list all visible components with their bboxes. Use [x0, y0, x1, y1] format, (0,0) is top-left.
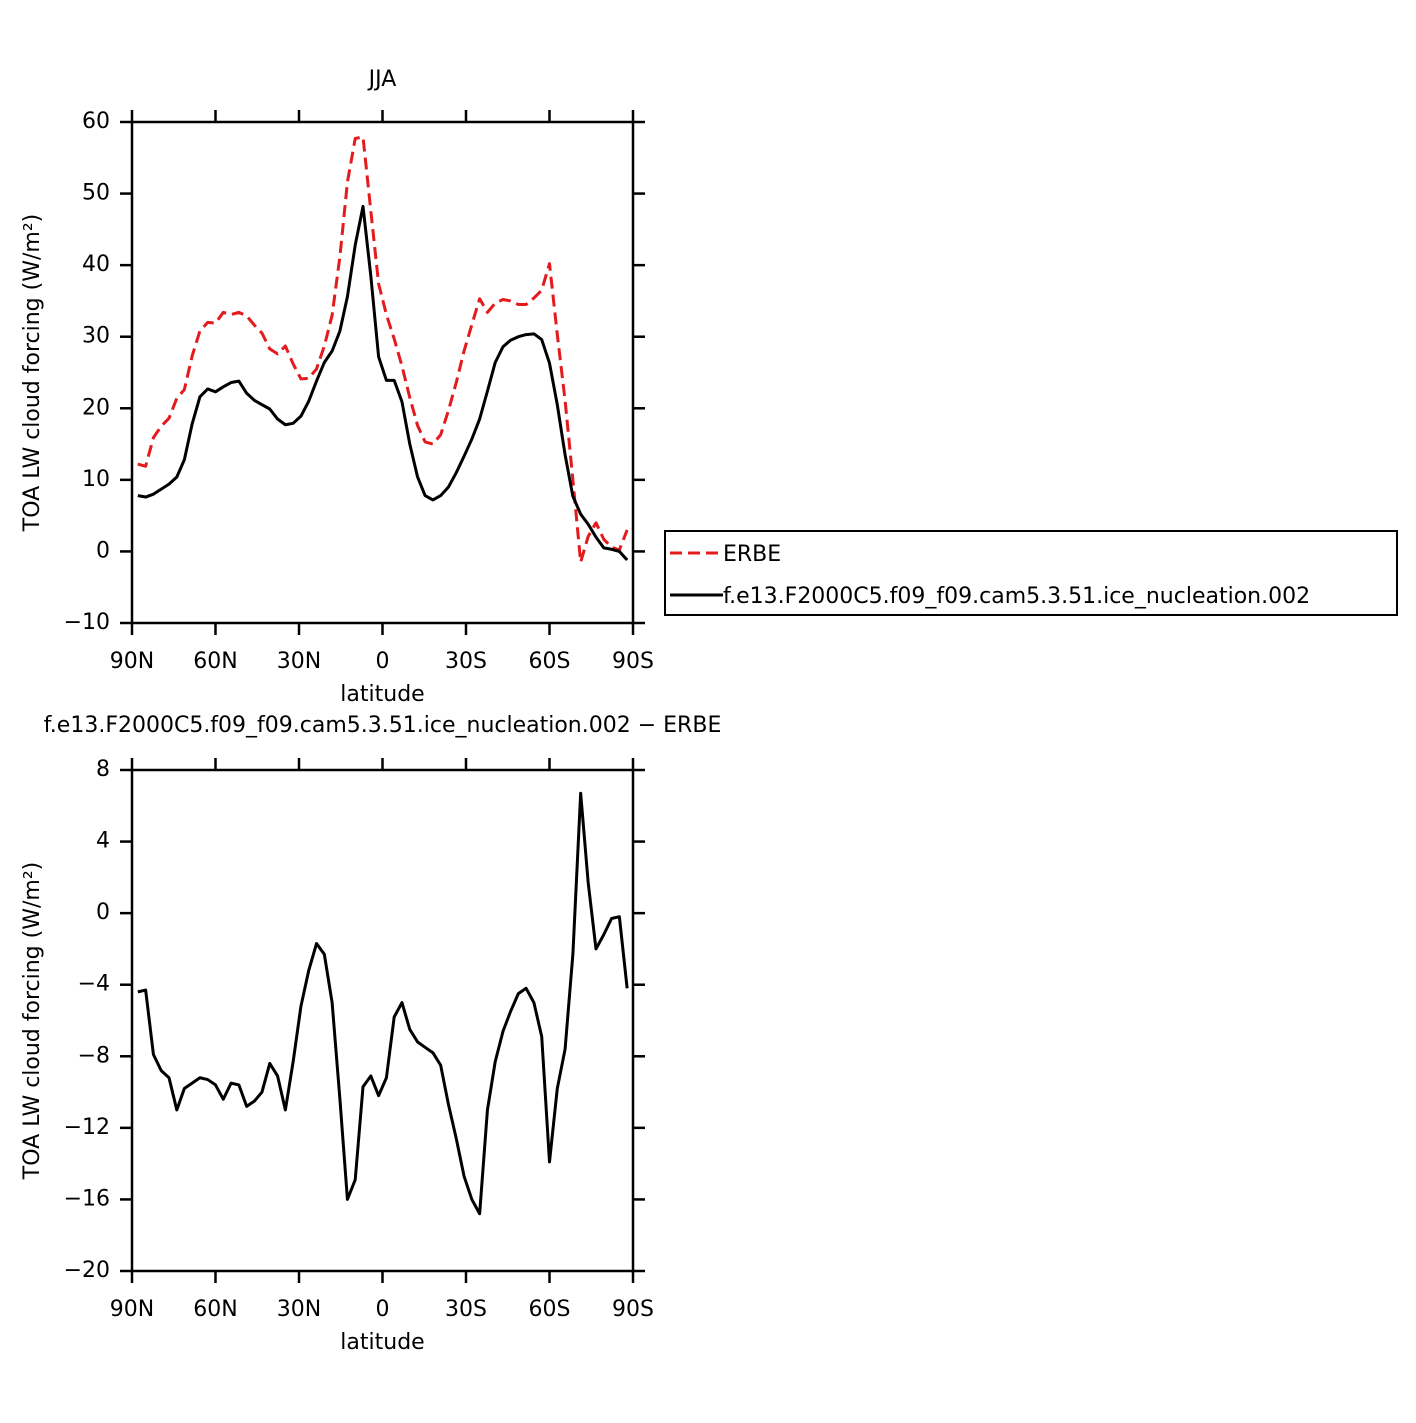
y-axis-label: TOA LW cloud forcing (W/m²)	[20, 862, 45, 1180]
y-tick-label: 20	[82, 395, 110, 420]
chart-title: f.e13.F2000C5.f09_f09.cam5.3.51.ice_nucl…	[44, 713, 722, 738]
y-tick-label: 0	[96, 900, 110, 925]
y-tick-label: −10	[64, 610, 110, 635]
x-tick-label: 90N	[110, 649, 154, 674]
y-tick-label: 10	[82, 467, 110, 492]
line-series	[137, 791, 629, 1216]
y-tick-label: 60	[82, 109, 110, 134]
x-tick-label: 30S	[445, 1297, 487, 1322]
y-tick-label: −4	[78, 972, 110, 997]
x-axis-label: latitude	[340, 682, 424, 707]
x-tick-label: 30N	[277, 1297, 321, 1322]
legend-label: f.e13.F2000C5.f09_f09.cam5.3.51.ice_nucl…	[723, 584, 1310, 609]
x-tick-label: 0	[376, 649, 390, 674]
x-tick-label: 30S	[445, 649, 487, 674]
x-tick-label: 60N	[193, 1297, 237, 1322]
legend-label: ERBE	[723, 542, 781, 567]
x-tick-label: 60N	[193, 649, 237, 674]
y-tick-label: −12	[64, 1115, 110, 1140]
chart-title: JJA	[367, 67, 397, 92]
plot-frame	[130, 768, 635, 1273]
x-tick-label: 30N	[277, 649, 321, 674]
y-tick-label: −8	[78, 1043, 110, 1068]
y-tick-label: 50	[82, 181, 110, 206]
legend-box	[664, 530, 1398, 616]
x-tick-label: 90S	[612, 1297, 654, 1322]
x-tick-label: 90N	[110, 1297, 154, 1322]
x-tick-label: 0	[376, 1297, 390, 1322]
y-tick-label: 30	[82, 324, 110, 349]
y-tick-label: −16	[64, 1186, 110, 1211]
y-tick-label: 0	[96, 538, 110, 563]
y-tick-label: 8	[96, 757, 110, 782]
y-tick-label: −20	[64, 1258, 110, 1283]
y-tick-label: 40	[82, 252, 110, 277]
x-tick-label: 60S	[529, 1297, 571, 1322]
x-axis-label: latitude	[340, 1330, 424, 1355]
x-tick-label: 90S	[612, 649, 654, 674]
y-tick-label: 4	[96, 829, 110, 854]
x-tick-label: 60S	[529, 649, 571, 674]
line-series	[137, 204, 629, 562]
y-axis-label: TOA LW cloud forcing (W/m²)	[20, 214, 45, 532]
plot-frame	[130, 120, 635, 625]
line-series	[137, 135, 629, 564]
